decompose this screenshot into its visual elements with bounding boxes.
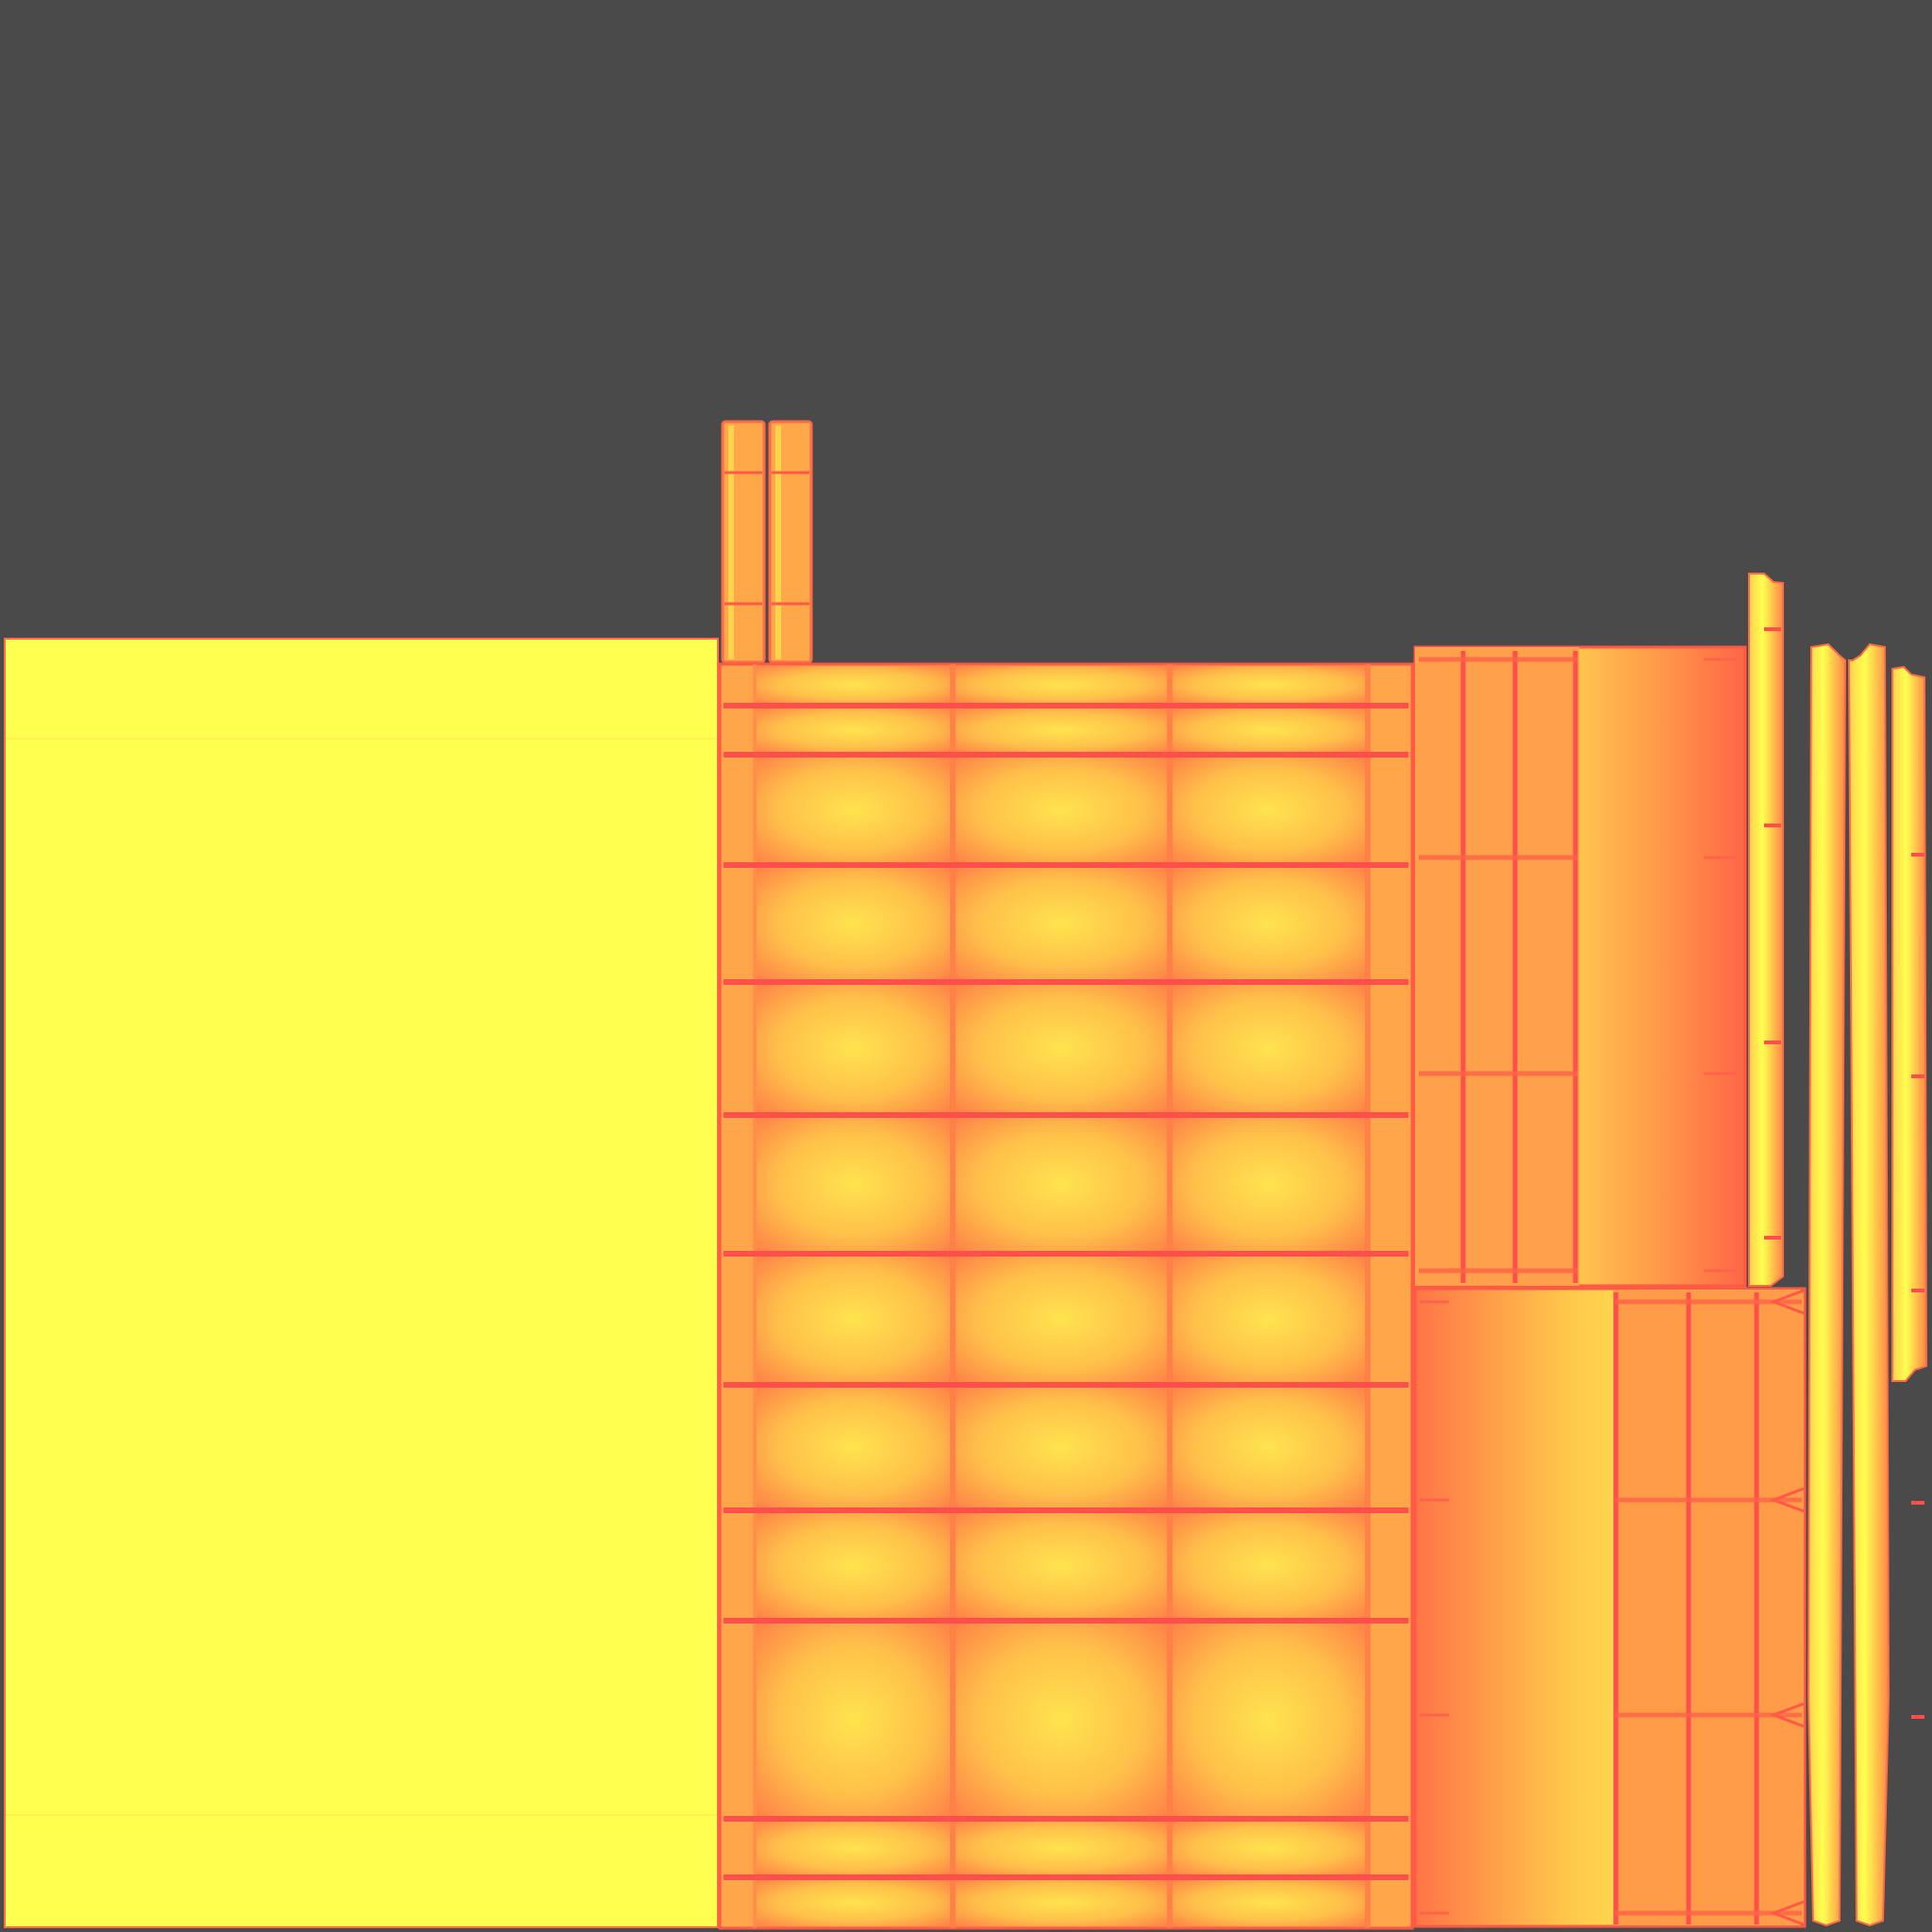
thin-rail-islands	[1748, 573, 1928, 1927]
grid-cell	[1370, 1623, 1410, 1817]
grid-cell	[757, 1256, 951, 1383]
grid-cell	[1370, 1256, 1410, 1383]
grid-cell	[1172, 867, 1366, 980]
grid-cell	[1172, 1821, 1366, 1875]
grid-cell	[722, 867, 753, 980]
grid-cell	[1370, 1879, 1410, 1926]
grid-cell	[757, 867, 951, 980]
grid-cell	[1370, 984, 1410, 1113]
grid-cell	[1172, 984, 1366, 1113]
rail-3	[1847, 642, 1890, 1927]
grid-cell	[1370, 867, 1410, 980]
grid-cell	[955, 666, 1168, 704]
side-chevron	[1769, 1487, 1805, 1513]
grid-cell	[955, 867, 1168, 980]
rail-4	[1891, 665, 1928, 1382]
grid-cell	[757, 984, 951, 1113]
grid-cell	[722, 984, 753, 1113]
grid-cell	[1370, 708, 1410, 753]
grid-cell	[955, 1512, 1168, 1619]
tall-strip-pair-island	[721, 420, 813, 664]
grid-cell	[1370, 1117, 1410, 1252]
grid-cell	[955, 1623, 1168, 1817]
grid-cell	[722, 757, 753, 863]
grid-cell	[1172, 1879, 1366, 1926]
grid-cell	[1172, 666, 1366, 704]
grid-cell	[722, 666, 753, 704]
grid-cell	[757, 708, 951, 753]
grid-cell	[722, 1117, 753, 1252]
grid-cell	[1172, 1117, 1366, 1252]
grid-cell	[757, 1387, 951, 1508]
rail-2	[1807, 642, 1847, 1927]
grid-cell	[1172, 1387, 1366, 1508]
grid-cell	[722, 1623, 753, 1817]
grid-cell	[955, 1387, 1168, 1508]
grid-cell	[955, 1879, 1168, 1926]
grid-cell	[1370, 1512, 1410, 1619]
grid-cell	[1172, 1623, 1366, 1817]
grid-cell	[1172, 1256, 1366, 1383]
grid-cell	[722, 1387, 753, 1508]
grid-cell	[1172, 757, 1366, 863]
grid-cell	[1370, 757, 1410, 863]
grid-cell	[955, 708, 1168, 753]
flat-yellow-panel-island	[4, 638, 719, 1928]
grid-cell	[1370, 1821, 1410, 1875]
grid-cell	[722, 1256, 753, 1383]
grid-cell	[757, 1623, 951, 1817]
grid-cell	[757, 1512, 951, 1619]
grid-cell	[757, 1117, 951, 1252]
grid-cell	[722, 1512, 753, 1619]
rail-1	[1748, 573, 1784, 1287]
grid-cell	[1172, 708, 1366, 753]
side-chevron	[1769, 1702, 1805, 1728]
grid-cell	[955, 1821, 1168, 1875]
side-chevron	[1769, 1289, 1805, 1315]
grid-cell	[955, 984, 1168, 1113]
side-chevron	[1769, 1900, 1805, 1926]
grid-cell	[722, 708, 753, 753]
grid-cell	[757, 1821, 951, 1875]
side-panel-top-island	[1413, 645, 1747, 1288]
grid-cell	[722, 1879, 753, 1926]
grid-cell	[1172, 1512, 1366, 1619]
large-grid-panel-island	[718, 662, 1414, 1930]
grid-cell	[757, 1879, 951, 1926]
grid-cell	[757, 757, 951, 863]
grid-cell	[955, 757, 1168, 863]
grid-cell	[955, 1256, 1168, 1383]
grid-cell	[1370, 1387, 1410, 1508]
side-panel-bottom-island	[1413, 1287, 1807, 1928]
grid-cell	[722, 1821, 753, 1875]
grid-cell	[1370, 666, 1410, 704]
grid-cell	[757, 666, 951, 704]
grid-cell	[955, 1117, 1168, 1252]
